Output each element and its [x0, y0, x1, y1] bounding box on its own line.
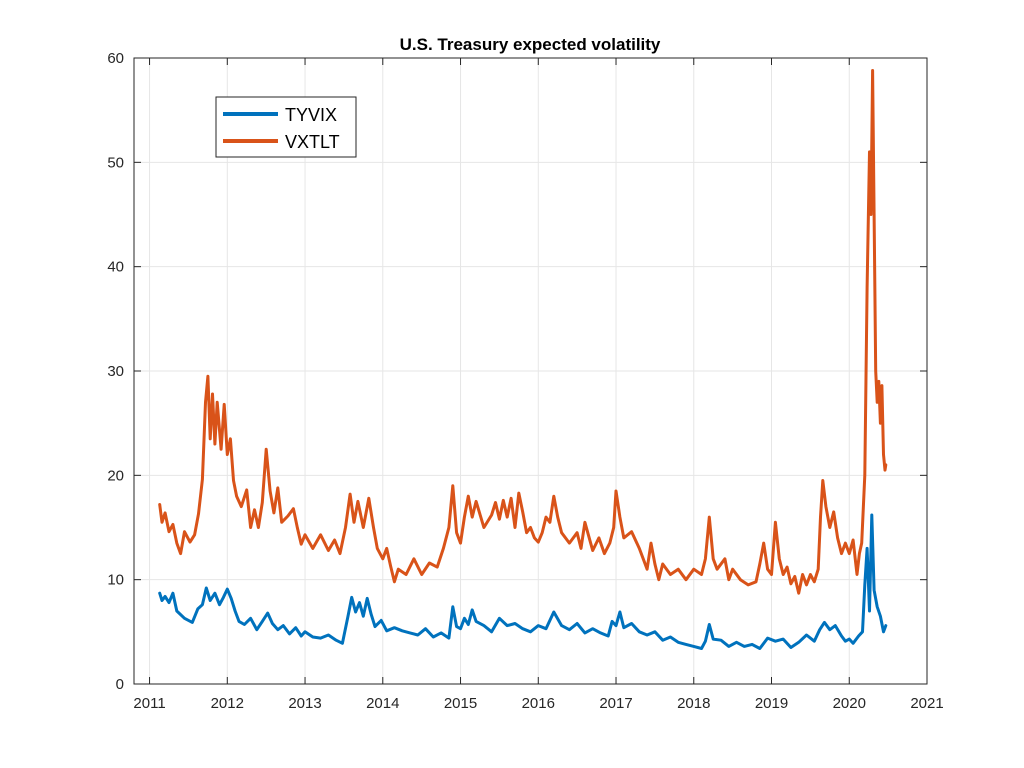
- x-tick-label: 2020: [833, 695, 866, 712]
- y-tick-label: 20: [107, 467, 124, 484]
- chart-title: U.S. Treasury expected volatility: [400, 35, 661, 54]
- x-tick-label: 2017: [599, 695, 632, 712]
- x-axis: 2011 2012 2013 2014 2015 2016 2017 2018 2019 2020…: [133, 58, 944, 712]
- x-tick-label: 2021: [910, 695, 943, 712]
- legend-label-tyvix: TYVIX: [285, 105, 337, 125]
- x-tick-label: 2012: [211, 695, 244, 712]
- series-line-vxtlt: [158, 69, 888, 595]
- x-tick-label: 2014: [366, 695, 399, 712]
- series-lines: [158, 69, 888, 650]
- legend: TYVIX VXTLT: [215, 96, 357, 158]
- x-tick-label: 2019: [755, 695, 788, 712]
- y-tick-label: 30: [107, 363, 124, 380]
- x-tick-label: 2015: [444, 695, 477, 712]
- y-tick-label: 50: [107, 154, 124, 171]
- y-tick-label: 60: [107, 50, 124, 67]
- series-line-tyvix: [158, 513, 888, 650]
- y-tick-label: 0: [116, 676, 124, 693]
- x-tick-label: 2013: [288, 695, 321, 712]
- y-tick-label: 10: [107, 572, 124, 589]
- x-tick-label: 2011: [133, 695, 165, 712]
- x-tick-label: 2018: [677, 695, 710, 712]
- y-axis: 0 10 20 30 40 50 60: [107, 50, 927, 693]
- y-tick-label: 40: [107, 259, 124, 276]
- x-tick-label: 2016: [522, 695, 555, 712]
- legend-box: [215, 96, 357, 158]
- legend-label-vxtlt: VXTLT: [285, 132, 340, 152]
